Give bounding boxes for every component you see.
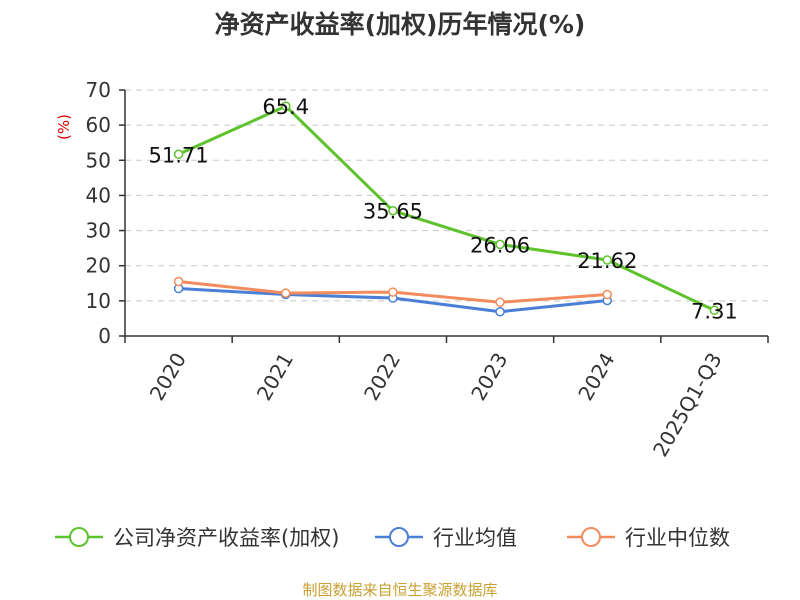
data-point[interactable] — [388, 287, 398, 297]
grid-lines — [125, 89, 768, 302]
x-tick-label: 2020 — [145, 349, 191, 405]
data-point[interactable] — [495, 307, 505, 317]
series-line — [177, 104, 716, 312]
data-point[interactable] — [281, 288, 291, 298]
data-point[interactable] — [602, 255, 612, 265]
data-point[interactable] — [495, 239, 505, 250]
legend-marker-icon — [389, 527, 409, 547]
data-point[interactable] — [388, 205, 398, 216]
x-tick-label: 2023 — [466, 349, 512, 405]
data-label: 65.4 — [262, 95, 309, 119]
data-label: 7.31 — [691, 299, 738, 323]
legend-item[interactable]: 公司净资产收益率(加权) — [55, 526, 339, 550]
source-note: 制图数据来自恒生聚源数据库 — [302, 581, 497, 599]
series-lines — [173, 101, 720, 317]
legend-label: 行业中位数 — [625, 526, 730, 550]
axes: 0 10 20 30 40 50 60 70 2020 2021 2022 2023 2024 2025Q… — [86, 78, 769, 461]
y-tick-label: 70 — [86, 78, 111, 102]
data-point[interactable] — [173, 149, 184, 160]
chart-title: 净资产收益率(加权)历年情况(%) — [215, 10, 586, 39]
x-tick-label: 2024 — [573, 349, 619, 405]
y-axis-unit: (%) — [55, 114, 73, 140]
legend-item[interactable]: 行业中位数 — [567, 526, 730, 550]
data-labels: 51.71 65.4 35.65 26.06 21.62 7.31 — [149, 95, 738, 323]
data-label: 26.06 — [470, 233, 530, 257]
legend[interactable]: 公司净资产收益率(加权) 行业均值 行业中位数 — [55, 526, 730, 550]
legend-item[interactable]: 行业均值 — [375, 526, 517, 550]
data-label: 35.65 — [363, 200, 423, 224]
y-tick-label: 10 — [86, 289, 111, 313]
data-point[interactable] — [281, 101, 291, 111]
y-tick-label: 60 — [86, 113, 111, 137]
y-tick-label: 40 — [86, 183, 111, 207]
data-label: 21.62 — [577, 249, 637, 273]
y-tick-label: 20 — [86, 254, 111, 278]
x-tick-label: 2025Q1-Q3 — [648, 349, 727, 461]
data-point[interactable] — [709, 305, 720, 316]
data-label: 51.71 — [149, 143, 209, 167]
y-tick-label: 30 — [86, 219, 111, 243]
x-tick-label: 2021 — [252, 349, 298, 405]
data-point[interactable] — [602, 289, 612, 300]
data-point[interactable] — [495, 297, 505, 308]
legend-label: 行业均值 — [433, 526, 517, 550]
x-tick-label: 2022 — [359, 349, 405, 405]
data-point[interactable] — [173, 276, 184, 287]
y-tick-label: 0 — [98, 324, 111, 348]
y-tick-label: 50 — [86, 148, 111, 172]
legend-label: 公司净资产收益率(加权) — [113, 526, 339, 550]
legend-marker-icon — [69, 527, 89, 547]
legend-marker-icon — [581, 527, 601, 547]
